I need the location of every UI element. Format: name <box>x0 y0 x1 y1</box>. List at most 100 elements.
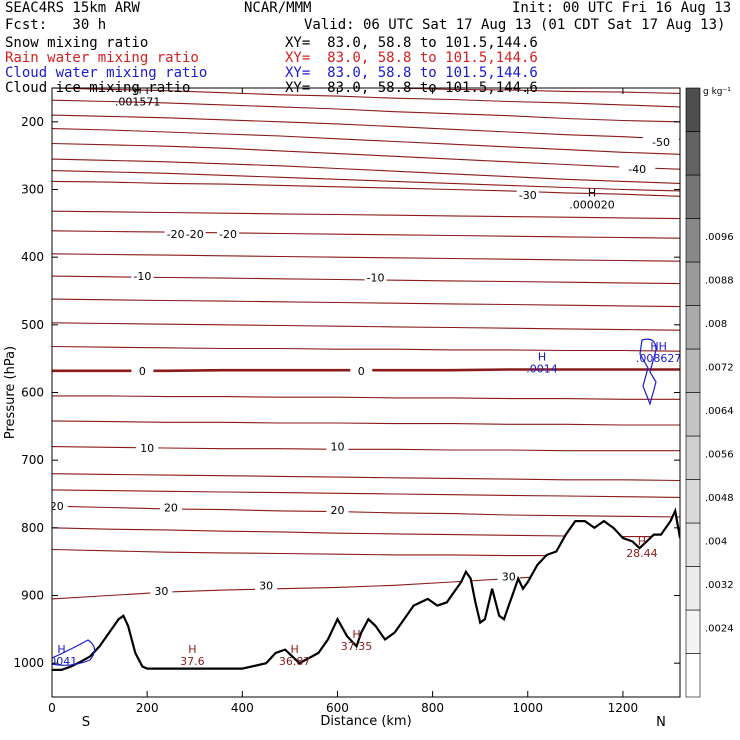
colorbar-tick-label: .008 <box>705 319 727 330</box>
isotherm-label: -20 <box>219 228 237 241</box>
isotherm-label-bg <box>183 227 206 241</box>
y-tick-label: 200 <box>21 115 44 129</box>
isotherm-line <box>52 489 680 498</box>
extremum-mark: H <box>588 186 596 199</box>
colorbar-tick-label: .0056 <box>705 449 734 460</box>
isotherm-upper-line <box>52 142 680 170</box>
isotherm-label-bg <box>164 227 187 241</box>
extremum-value: .000020 <box>569 198 615 211</box>
colorbar-unit: g kg⁻¹ <box>703 87 731 97</box>
isotherm-label: -20 <box>186 228 204 241</box>
colorbar-swatch <box>685 566 701 611</box>
cloud-water-contour <box>639 338 657 406</box>
colorbar: .0024 .0032 .004 .0048 .0056 .0064 .0072 .008 .0… <box>685 87 734 698</box>
y-tick-label: 800 <box>21 521 44 535</box>
extremum-value: 36.87 <box>279 655 311 668</box>
valid-time: Valid: 06 UTC Sat 17 Aug 13 (01 CDT Sat … <box>304 17 726 33</box>
isotherm-label-bg <box>131 363 154 377</box>
y-tick-label: 900 <box>21 589 44 603</box>
upper-isotherm-label: -50 <box>652 136 670 149</box>
north-label: N <box>656 715 666 730</box>
isotherm-line <box>52 298 680 308</box>
extremum-mark: H <box>538 351 546 364</box>
isotherm-label-bg <box>136 440 159 454</box>
isotherm-label-bg <box>131 269 154 283</box>
x-tick-label: 800 <box>421 701 444 715</box>
colorbar-tick-label: .0096 <box>705 232 734 243</box>
isotherm-label: 20 <box>164 502 178 515</box>
isotherm-line <box>52 322 680 331</box>
y-axis-label: Pressure (hPa) <box>3 346 18 439</box>
field-cloudice-xy: XY= 83.0, 58.8 to 101.5,144.6 <box>285 80 538 96</box>
extremum-mark: H <box>188 643 196 656</box>
x-tick-label: 400 <box>231 701 254 715</box>
upper-label-bg <box>642 135 679 149</box>
extremum-value: 37.6 <box>180 655 205 668</box>
isotherm-label: -30 <box>519 189 537 202</box>
y-tick-label: 1000 <box>13 656 44 670</box>
y-tick-label: 500 <box>21 318 44 332</box>
isotherm-label: 20 <box>330 504 344 517</box>
isotherm-label-bg <box>255 578 278 592</box>
isotherm-label: 20 <box>50 500 64 513</box>
upper-label-bg <box>215 66 251 79</box>
colorbar-swatch <box>685 87 701 132</box>
cloud-water-contour-low <box>52 639 96 666</box>
isotherm-upper-line <box>52 170 680 192</box>
isotherm-label-bg <box>326 503 349 517</box>
isotherm-line <box>52 253 680 262</box>
isotherm-label: 10 <box>140 442 154 455</box>
isotherm-label-bg <box>217 227 240 241</box>
colorbar-swatch <box>685 218 701 263</box>
center-label: NCAR/MMM <box>244 0 312 16</box>
isotherm-label: 30 <box>502 571 516 584</box>
isotherm-line <box>52 420 680 426</box>
colorbar-tick-label: .0064 <box>705 406 734 417</box>
colorbar-swatch <box>685 174 701 219</box>
isotherm-label: -10 <box>367 271 385 284</box>
upper-isotherm-label: -70 <box>547 71 565 84</box>
x-tick-label: 200 <box>136 701 159 715</box>
field-rain-name: Rain water mixing ratio <box>5 50 199 66</box>
x-tick-label: 1000 <box>512 701 543 715</box>
field-snow-name: Snow mixing ratio <box>5 35 149 51</box>
colorbar-swatch <box>685 522 701 567</box>
extremum-mark: HH <box>650 340 667 353</box>
isotherm-line <box>52 473 680 482</box>
y-tick-label: 400 <box>21 250 44 264</box>
colorbar-swatch <box>685 348 701 393</box>
extremum-mark: H <box>57 643 65 656</box>
extremum-mark: H <box>638 535 646 548</box>
init-time: Init: 00 UTC Fri 16 Aug 13 <box>512 0 732 16</box>
isotherm-label: 0 <box>358 365 365 378</box>
isotherm-label-bg <box>497 569 520 583</box>
extremum-mark: H <box>290 643 298 656</box>
colorbar-swatch <box>685 653 701 698</box>
isotherm-label-bg <box>516 187 539 201</box>
extremum-value: 37.35 <box>341 640 373 653</box>
forecast-hour: Fcst: 30 h <box>5 17 107 33</box>
isotherm-upper-line <box>52 128 680 155</box>
colorbar-tick-label: .0024 <box>705 623 734 634</box>
isotherm-label: 0 <box>139 365 146 378</box>
extremum-value: .008627 <box>636 352 682 365</box>
field-snow-xy: XY= 83.0, 58.8 to 101.5,144.6 <box>285 35 538 51</box>
extremum-mark: H <box>133 83 141 96</box>
colorbar-tick-label: .0048 <box>705 493 734 504</box>
colorbar-swatch <box>685 609 701 654</box>
isotherm-label: 30 <box>154 585 168 598</box>
isotherm-line <box>52 210 680 220</box>
extremum-value: .0014 <box>526 363 558 376</box>
isotherm-label: -10 <box>133 270 151 283</box>
isotherm-label-bg <box>350 363 373 377</box>
x-tick-label: 600 <box>326 701 349 715</box>
model-title: SEAC4RS 15km ARW <box>5 0 140 16</box>
y-tick-label: 600 <box>21 386 44 400</box>
extremum-mark: H <box>352 628 360 641</box>
colorbar-tick-label: .004 <box>705 536 727 547</box>
colorbar-swatch <box>685 435 701 480</box>
colorbar-swatch <box>685 131 701 176</box>
terrain-fill <box>52 510 680 697</box>
field-rain-xy: XY= 83.0, 58.8 to 101.5,144.6 <box>285 50 538 66</box>
